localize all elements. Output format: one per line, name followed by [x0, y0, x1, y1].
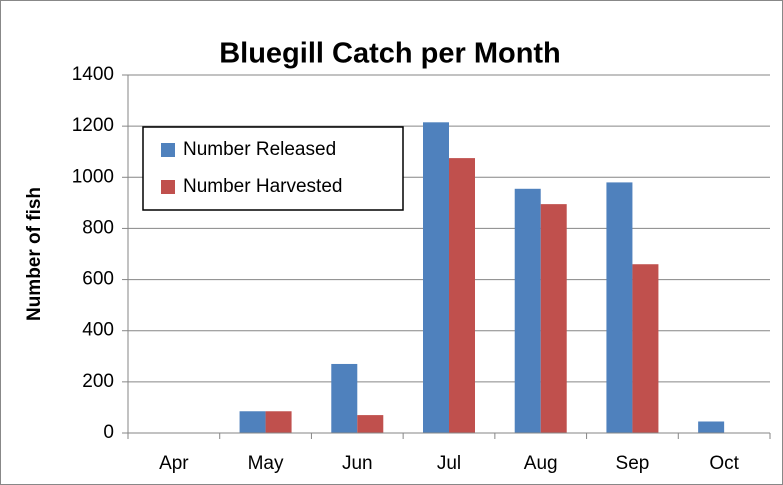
x-tick-label: Aug	[524, 453, 558, 474]
y-tick-label: 200	[82, 371, 114, 392]
bar	[632, 264, 659, 433]
bar	[540, 204, 567, 433]
x-tick-label: Oct	[709, 453, 739, 474]
x-tick-label: Jul	[437, 453, 461, 474]
y-tick-label: 1200	[72, 115, 114, 136]
bar	[357, 415, 384, 433]
bar	[698, 421, 725, 433]
y-axis-label: Number of fish	[24, 187, 45, 321]
x-tick-label: Apr	[159, 453, 189, 474]
legend-label: Number Harvested	[183, 176, 342, 197]
x-tick-label: Sep	[616, 453, 650, 474]
bar	[265, 411, 292, 433]
y-tick-label: 1400	[72, 64, 114, 85]
legend-box	[142, 126, 404, 211]
bar	[423, 122, 449, 434]
y-tick-label: 800	[82, 217, 114, 238]
x-tick-label: Jun	[342, 453, 373, 474]
legend-swatch	[161, 180, 175, 194]
bar	[606, 182, 633, 433]
y-tick-label: 0	[103, 422, 114, 443]
bar	[239, 411, 266, 433]
y-tick-label: 600	[82, 269, 114, 290]
bar	[449, 158, 475, 433]
y-tick-label: 400	[82, 320, 114, 341]
bar	[331, 363, 358, 433]
legend-label: Number Released	[183, 139, 336, 160]
chart-title: Bluegill Catch per Month	[219, 38, 561, 70]
x-tick-label: May	[248, 453, 284, 474]
bar	[514, 188, 541, 433]
y-tick-label: 1000	[72, 166, 114, 187]
legend-swatch	[161, 143, 175, 157]
